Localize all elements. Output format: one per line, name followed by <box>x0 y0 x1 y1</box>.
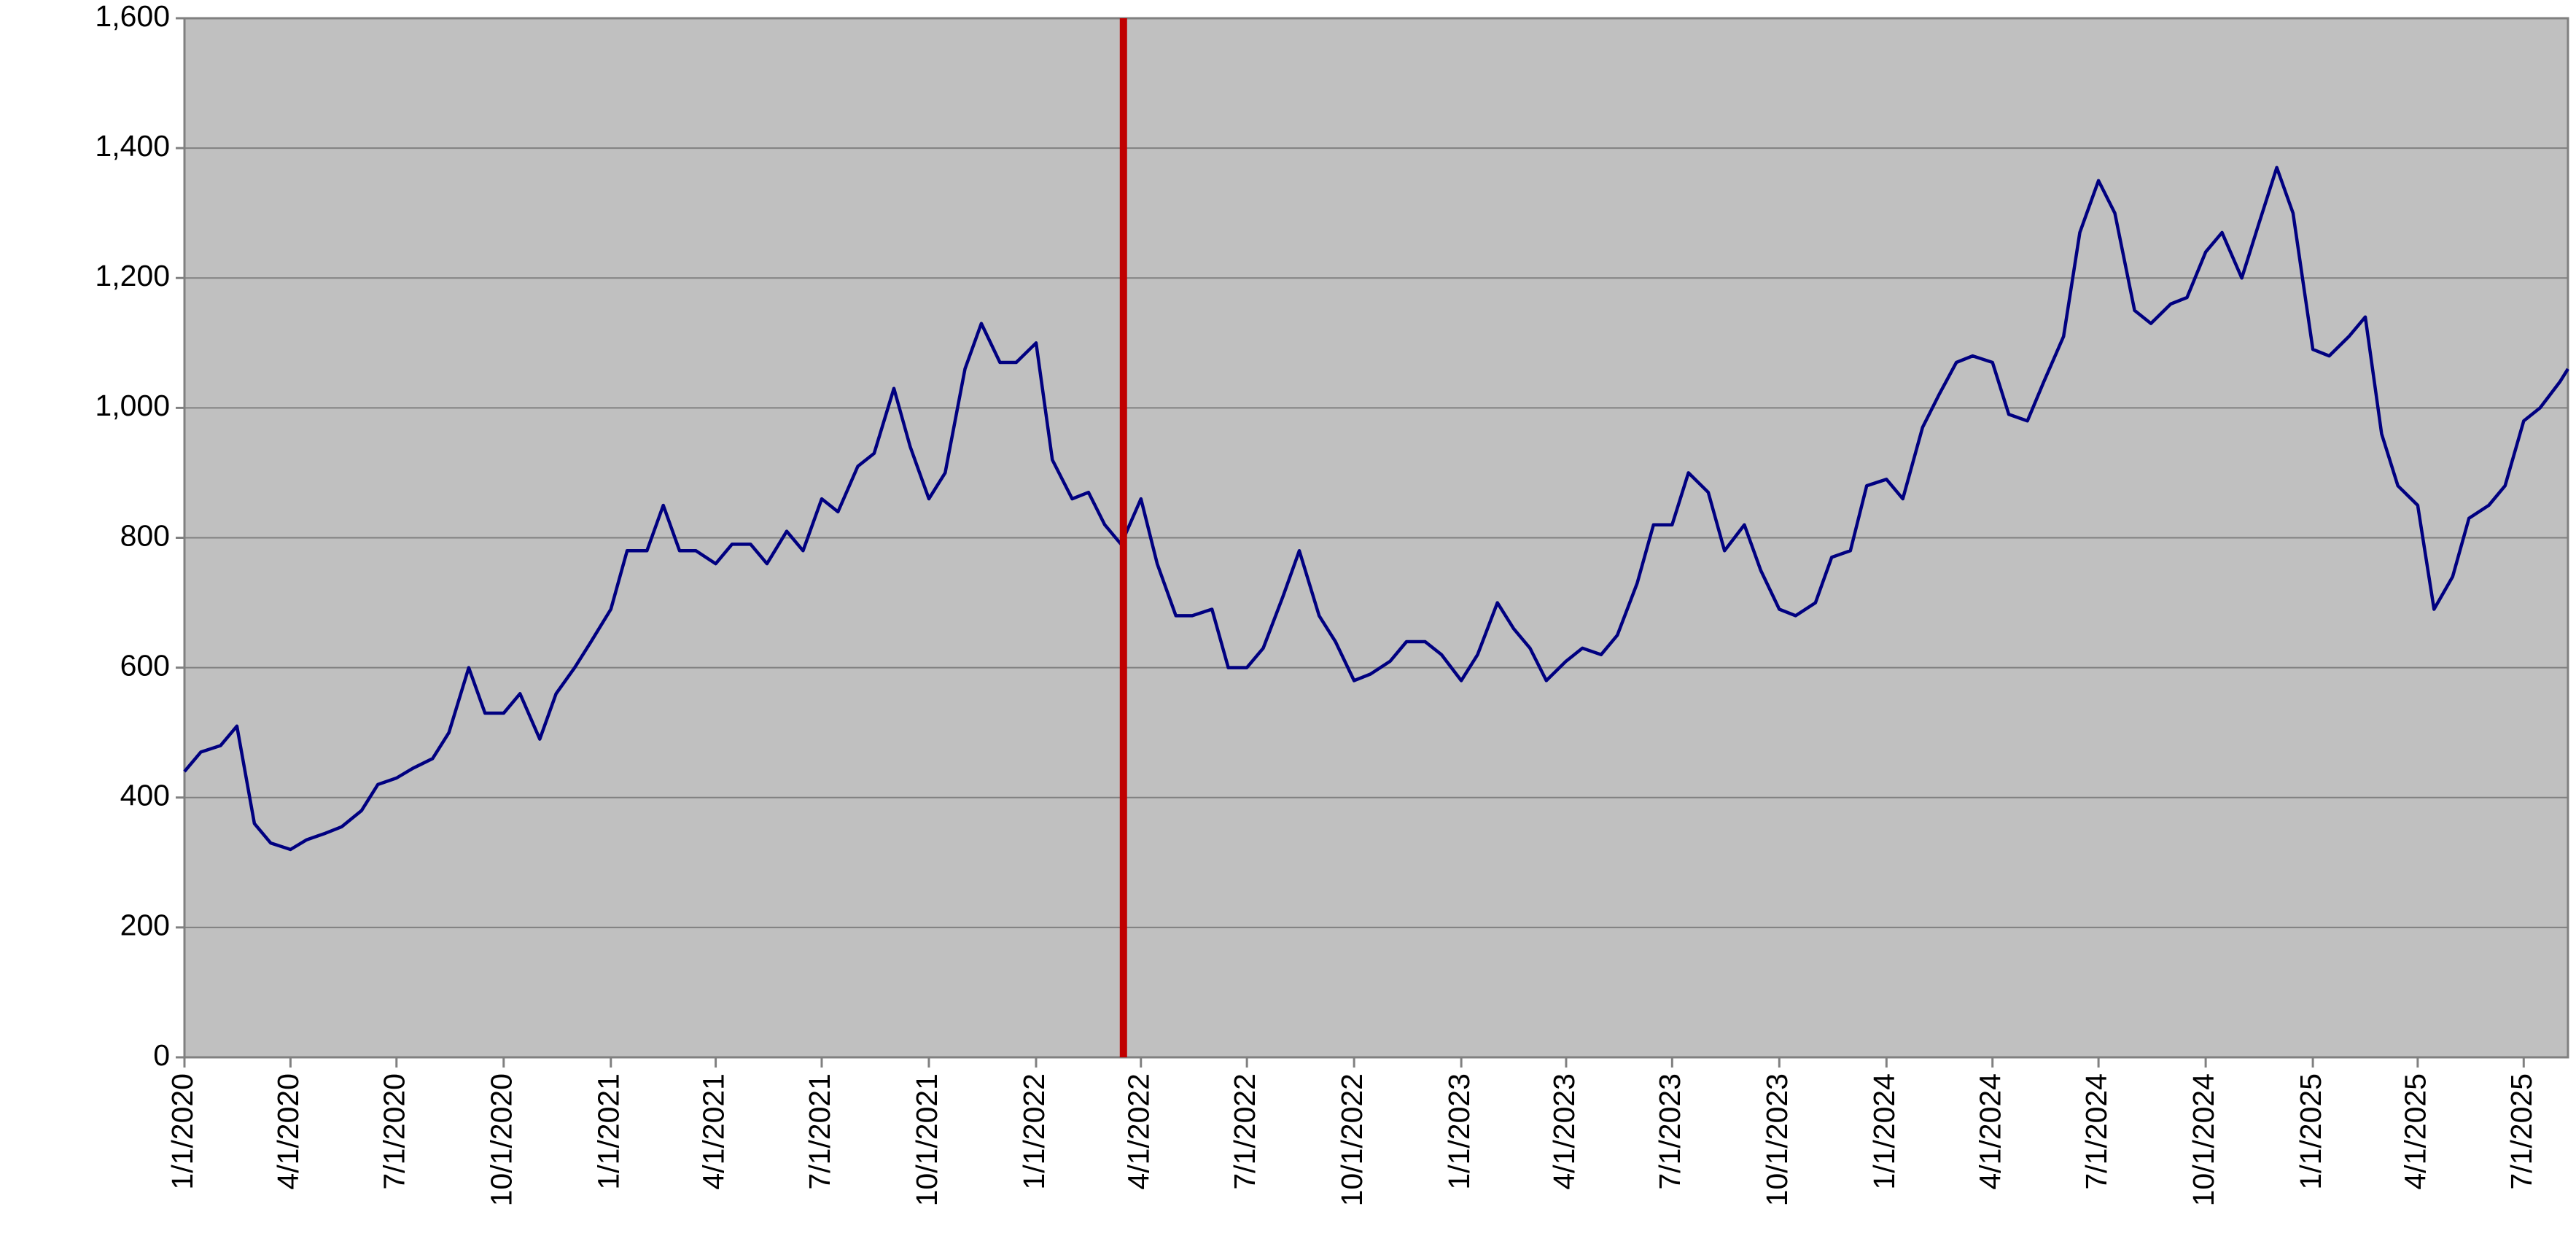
x-tick-label: 4/1/2022 <box>1122 1073 1156 1190</box>
y-tick-label: 1,200 <box>95 259 170 292</box>
x-tick-label: 10/1/2022 <box>1335 1073 1369 1206</box>
x-tick-label: 1/1/2022 <box>1017 1073 1051 1190</box>
x-tick-label: 4/1/2024 <box>1974 1073 2007 1190</box>
x-tick-label: 1/1/2023 <box>1442 1073 1476 1190</box>
x-tick-label: 10/1/2021 <box>910 1073 943 1206</box>
x-tick-label: 4/1/2025 <box>2399 1073 2432 1190</box>
x-tick-label: 10/1/2020 <box>485 1073 518 1206</box>
x-tick-label: 1/1/2024 <box>1867 1073 1901 1190</box>
x-tick-label: 7/1/2023 <box>1653 1073 1686 1190</box>
x-tick-label: 1/1/2020 <box>166 1073 199 1190</box>
x-tick-label: 4/1/2023 <box>1547 1073 1581 1190</box>
y-tick-label: 1,600 <box>95 0 170 33</box>
y-tick-label: 600 <box>120 648 170 682</box>
y-tick-label: 400 <box>120 779 170 812</box>
x-tick-label: 7/1/2021 <box>803 1073 836 1190</box>
x-tick-label: 7/1/2025 <box>2505 1073 2538 1190</box>
x-tick-label: 1/1/2025 <box>2294 1073 2327 1190</box>
y-tick-label: 0 <box>153 1038 170 1072</box>
x-tick-label: 7/1/2020 <box>378 1073 411 1190</box>
y-tick-label: 1,400 <box>95 129 170 163</box>
y-tick-label: 200 <box>120 909 170 942</box>
y-tick-label: 800 <box>120 518 170 552</box>
x-tick-label: 7/1/2022 <box>1228 1073 1261 1190</box>
x-tick-label: 10/1/2023 <box>1760 1073 1794 1206</box>
data-line <box>183 166 2569 852</box>
y-tick-label: 1,000 <box>95 389 170 422</box>
x-tick-label: 4/1/2021 <box>696 1073 730 1190</box>
x-tick-label: 4/1/2020 <box>271 1073 305 1190</box>
x-tick-label: 7/1/2024 <box>2079 1073 2113 1190</box>
x-tick-label: 10/1/2024 <box>2187 1073 2220 1206</box>
x-tick-label: 1/1/2021 <box>592 1073 626 1190</box>
